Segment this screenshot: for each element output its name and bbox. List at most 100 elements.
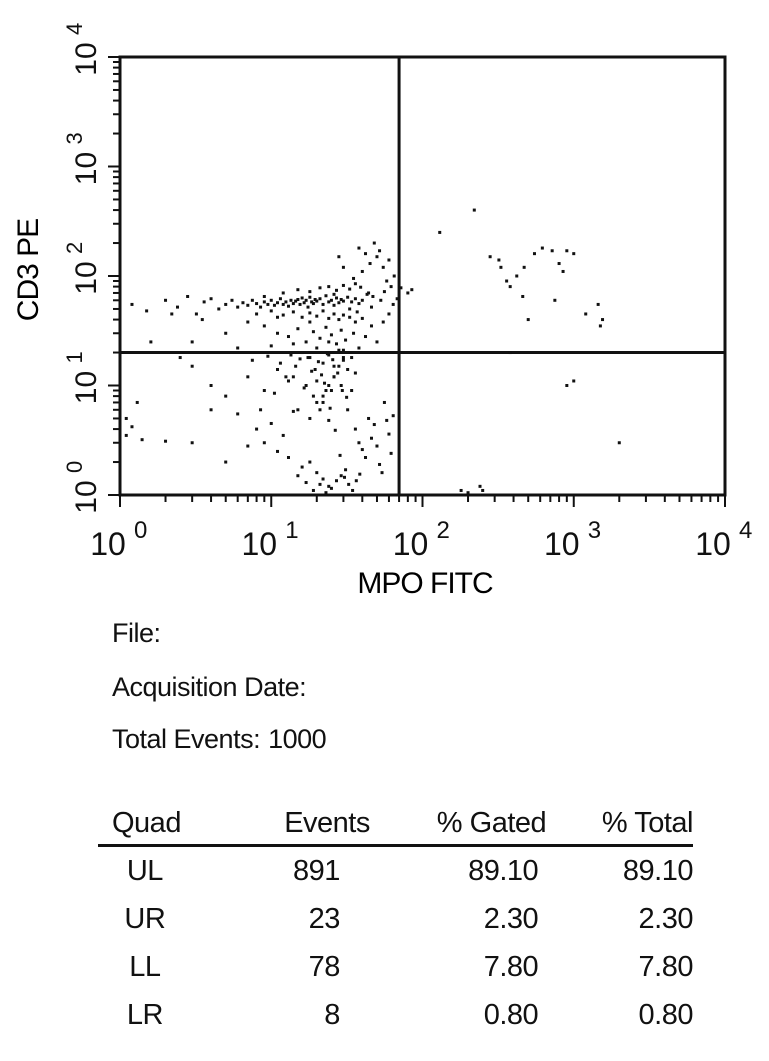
data-point [325, 352, 329, 356]
data-point [364, 456, 368, 460]
data-point [353, 427, 357, 431]
data-point [281, 313, 285, 317]
data-point [149, 340, 153, 344]
data-point [135, 400, 139, 404]
data-point [269, 298, 273, 302]
data-point [246, 320, 250, 324]
x-tick-label-exponent: 4 [739, 517, 752, 544]
data-point [291, 375, 295, 379]
data-point [262, 389, 266, 393]
file-label: File: [112, 618, 161, 648]
data-point [327, 484, 331, 488]
data-point [521, 294, 525, 298]
x-tick-label: 10 [393, 526, 429, 562]
data-point [296, 408, 300, 412]
x-tick-label: 10 [90, 526, 126, 562]
y-tick-label-exponent: 0 [62, 461, 87, 473]
data-point [327, 418, 331, 422]
data-point [364, 252, 368, 256]
data-point [311, 330, 315, 334]
total-cell: 7.80 [638, 950, 694, 983]
data-point [313, 298, 317, 302]
data-point [266, 354, 270, 358]
data-point [553, 298, 557, 302]
data-point [350, 389, 354, 393]
data-point [341, 313, 345, 317]
acquisition-date-line: Acquisition Date: [112, 672, 314, 703]
data-point [321, 400, 325, 404]
data-point [340, 389, 344, 393]
total-events-label: Total Events: [112, 724, 261, 754]
data-point [298, 357, 302, 361]
data-point [365, 292, 369, 296]
data-point [321, 302, 325, 306]
data-point [367, 416, 371, 420]
data-point [289, 298, 293, 302]
events-cell: 891 [292, 854, 340, 887]
file-line: File: [112, 618, 169, 649]
data-point [321, 394, 325, 398]
x-tick-label-exponent: 1 [285, 517, 298, 544]
data-point [304, 481, 308, 485]
data-point [332, 292, 336, 296]
data-point [526, 318, 530, 322]
y-tick-label-exponent: 1 [62, 351, 87, 363]
data-point [368, 262, 372, 266]
data-point [346, 408, 350, 412]
data-point [278, 361, 282, 365]
data-point [392, 274, 396, 278]
data-point [190, 441, 194, 445]
data-point [584, 312, 588, 316]
data-point [327, 340, 331, 344]
total-cell: 89.10 [622, 854, 694, 887]
y-tick-label-exponent: 2 [62, 242, 87, 254]
data-point [324, 325, 328, 329]
data-point [318, 286, 322, 290]
data-point [540, 246, 544, 250]
data-point [341, 265, 345, 269]
data-point [344, 468, 348, 472]
data-point [385, 279, 389, 283]
data-point [391, 302, 395, 306]
data-point [557, 262, 561, 266]
quad-cell: UR [124, 902, 166, 935]
data-point [339, 328, 343, 332]
data-point [284, 375, 288, 379]
data-point [130, 425, 134, 429]
data-point [337, 301, 341, 305]
data-point [329, 333, 333, 337]
data-point [341, 356, 345, 360]
data-point [324, 491, 328, 495]
data-point [331, 358, 335, 362]
data-point [329, 486, 333, 490]
data-point [291, 409, 295, 413]
data-point [316, 360, 320, 364]
x-tick-label-exponent: 0 [134, 517, 147, 544]
data-point [329, 298, 333, 302]
data-point [224, 394, 228, 398]
data-point [406, 291, 410, 295]
data-point [327, 316, 331, 320]
y-tick-label: 10 [70, 261, 103, 294]
table-row: LL 78 7.80 7.80 [98, 943, 693, 991]
data-point [339, 384, 343, 387]
data-point [194, 312, 198, 316]
data-point [321, 361, 325, 365]
data-point [357, 441, 361, 445]
data-point [353, 282, 357, 286]
data-point [241, 301, 245, 305]
data-point [289, 353, 293, 357]
data-point [202, 300, 206, 304]
data-point [347, 482, 351, 486]
data-point [286, 456, 290, 460]
data-point [372, 241, 376, 245]
data-point [380, 471, 384, 475]
data-point [532, 252, 536, 256]
header-total: % Total [546, 800, 693, 847]
data-point [378, 249, 382, 253]
data-point [315, 400, 319, 404]
data-point [209, 297, 213, 301]
total-cell: 2.30 [638, 902, 694, 935]
data-point [306, 305, 310, 309]
data-point [186, 294, 190, 298]
